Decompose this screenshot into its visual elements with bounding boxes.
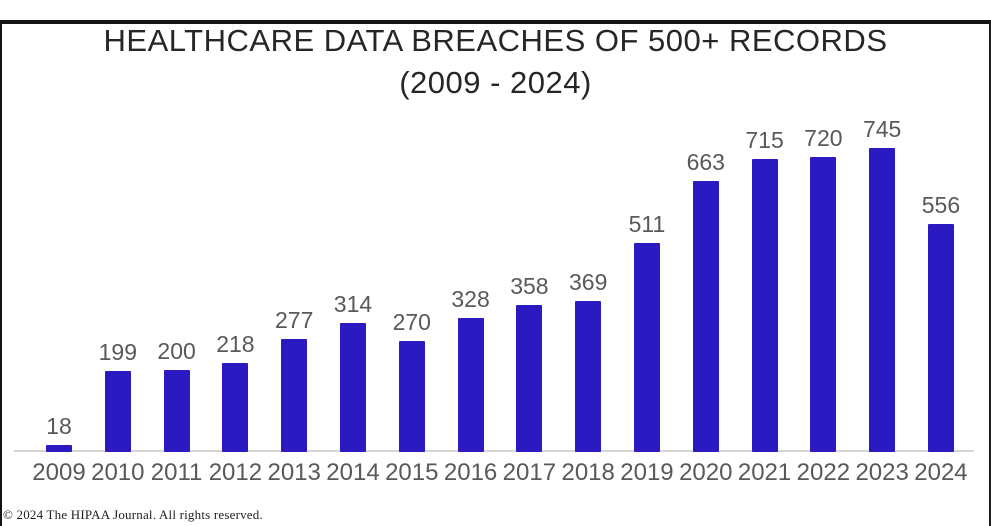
chart-title-line2: (2009 - 2024) (399, 65, 592, 100)
x-axis-label: 2016 (443, 459, 498, 486)
bar-column-2010: 199 2010 (89, 116, 147, 486)
bar-value-label: 511 (628, 211, 666, 237)
x-axis-label: 2021 (737, 459, 792, 486)
bar-column-2024: 556 2024 (912, 116, 970, 486)
bar-value-label: 715 (745, 127, 784, 153)
bar-value-label: 270 (392, 309, 431, 335)
bar-value-label: 328 (451, 286, 490, 312)
bar-value-label: 18 (46, 413, 72, 439)
bar-2013 (281, 339, 308, 452)
bar-column-2023: 745 2023 (853, 116, 911, 486)
x-axis-label: 2017 (502, 459, 557, 486)
bar-value-label: 200 (157, 338, 196, 364)
x-axis-label: 2023 (855, 459, 909, 486)
bar-column-2015: 270 2015 (383, 116, 441, 486)
bar-2020 (692, 181, 719, 452)
bar-2011 (163, 370, 190, 452)
bar-chart: 18 2009 199 2010 200 2011 218 2012 277 2013 314 201… (14, 116, 974, 486)
bar-value-label: 218 (216, 331, 255, 357)
bar-column-2017: 358 2017 (500, 116, 558, 486)
x-axis-label: 2019 (620, 459, 674, 486)
bar-column-2012: 218 2012 (206, 116, 264, 486)
bar-column-2019: 511 2019 (618, 116, 676, 486)
x-axis-label: 2013 (267, 459, 321, 486)
bar-column-2013: 277 2013 (265, 116, 323, 486)
x-axis-label: 2011 (150, 459, 203, 486)
x-axis-label: 2022 (796, 459, 851, 486)
bar-value-label: 369 (568, 269, 608, 295)
x-axis-label: 2009 (32, 459, 86, 486)
bar-value-label: 277 (275, 307, 314, 333)
x-axis-label: 2014 (326, 459, 380, 486)
bar-column-2016: 328 2016 (442, 116, 500, 486)
copyright-notice: © 2024 The HIPAA Journal. All rights res… (3, 507, 263, 522)
bar-2021 (751, 159, 778, 452)
bar-2010 (104, 371, 131, 452)
bar-columns: 18 2009 199 2010 200 2011 218 2012 277 2013 314 201… (30, 116, 970, 486)
x-axis-label: 2010 (91, 459, 145, 486)
bar-column-2021: 715 2021 (736, 116, 794, 486)
bar-2024 (927, 224, 954, 452)
bar-2017 (516, 305, 543, 452)
chart-title-line1: HEALTHCARE DATA BREACHES OF 500+ RECORDS (103, 23, 888, 58)
bar-value-label: 314 (333, 291, 373, 317)
bar-2016 (457, 318, 484, 452)
bar-2009 (46, 445, 72, 452)
chart-title: HEALTHCARE DATA BREACHES OF 500+ RECORDS… (0, 20, 991, 104)
x-axis-label: 2018 (561, 459, 615, 486)
bar-column-2011: 200 2011 (148, 116, 206, 486)
bar-2019 (633, 243, 660, 452)
bar-value-label: 199 (98, 339, 137, 365)
bar-value-label: 720 (804, 125, 843, 151)
bar-2018 (575, 301, 602, 452)
x-axis-label: 2024 (914, 459, 968, 486)
bar-column-2022: 720 2022 (794, 116, 852, 486)
x-axis-label: 2015 (385, 459, 439, 486)
bar-2014 (339, 323, 366, 452)
bar-value-label: 663 (686, 149, 725, 175)
bar-2015 (398, 341, 425, 452)
bar-value-label: 745 (862, 116, 902, 142)
bar-column-2009: 18 2009 (30, 116, 88, 486)
x-axis-label: 2020 (679, 459, 733, 486)
bar-column-2018: 369 2018 (559, 116, 617, 486)
bar-2022 (810, 157, 837, 452)
bar-2012 (222, 363, 249, 452)
bar-value-label: 556 (921, 192, 961, 218)
bar-column-2020: 663 2020 (677, 116, 735, 486)
bar-2023 (869, 148, 896, 452)
x-axis-label: 2012 (208, 459, 263, 486)
bar-value-label: 358 (510, 273, 549, 299)
bar-column-2014: 314 2014 (324, 116, 382, 486)
x-axis-line (14, 450, 974, 452)
